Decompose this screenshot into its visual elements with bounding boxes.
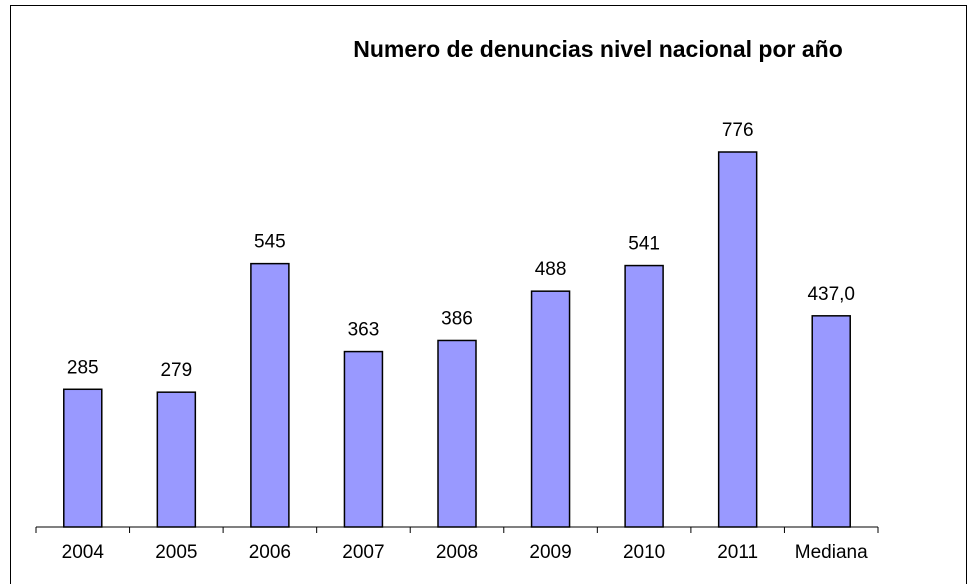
- bar: [437, 339, 477, 528]
- bar: [530, 290, 571, 528]
- x-tick-label: 2005: [155, 542, 197, 563]
- x-tick-label: 2008: [436, 542, 478, 563]
- bar: [811, 315, 851, 528]
- data-label: 386: [441, 308, 473, 329]
- data-label: 488: [535, 259, 567, 280]
- chart-title: Numero de denuncias nivel nacional por a…: [353, 36, 843, 62]
- bar: [624, 264, 664, 528]
- data-label: 776: [722, 120, 754, 141]
- data-label: 437,0: [807, 284, 855, 305]
- data-label: 279: [160, 360, 192, 381]
- data-label: 285: [67, 357, 99, 378]
- x-tick-label: Mediana: [795, 542, 868, 563]
- data-label: 363: [348, 320, 380, 341]
- data-label: 545: [254, 232, 286, 253]
- x-tick-label: 2004: [62, 542, 105, 563]
- bar: [717, 151, 758, 528]
- bar: [343, 350, 384, 528]
- bar: [63, 388, 103, 528]
- x-tick-label: 2009: [529, 542, 571, 563]
- x-tick-label: 2006: [249, 542, 291, 563]
- bar: [250, 262, 290, 528]
- x-tick-label: 2007: [342, 542, 384, 563]
- chart-frame: [10, 5, 967, 584]
- x-tick-label: 2010: [623, 542, 665, 563]
- data-label: 541: [628, 234, 660, 255]
- bar: [156, 391, 197, 528]
- x-tick-label: 2011: [717, 542, 758, 563]
